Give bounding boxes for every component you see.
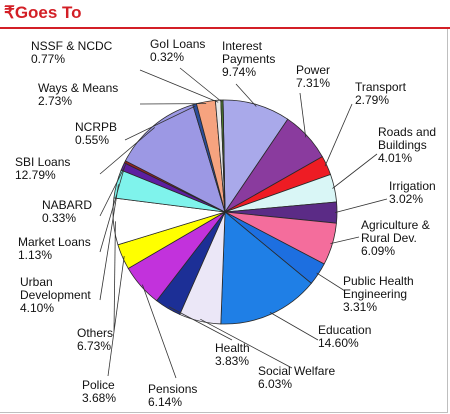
pie-value-agriculture-rural-dev: 6.09% — [361, 244, 395, 258]
pie-value-ways-means: 2.73% — [38, 94, 72, 108]
pie-label-education: Education 14.60% — [318, 323, 371, 350]
pie-value-nssf-ncdc: 0.77% — [31, 52, 65, 66]
leader-line-urban-development — [99, 184, 119, 301]
pie-label-nabard: NABARD 0.33% — [42, 198, 92, 225]
page-title: ₹Goes To — [4, 3, 82, 22]
leader-line-pensions — [142, 284, 177, 379]
leader-line-ncrpb — [124, 105, 196, 141]
leader-line-health — [168, 306, 233, 341]
pie-label-agriculture-rural-dev: Agriculture & Rural Dev. 6.09% — [361, 218, 430, 258]
leader-line-roads-and-buildings — [332, 153, 378, 189]
leader-line-nssf-ncdc — [139, 69, 219, 103]
leader-line-market-loans — [99, 167, 125, 253]
chart-frame — [0, 29, 448, 413]
pie-value-roads-and-buildings: 4.01% — [378, 151, 412, 165]
pie-label-health: Health 3.83% — [215, 341, 250, 368]
pie-labels: Interest Payments 9.74% Power 7.31% Transport… — [15, 37, 436, 409]
pie-label-police: Police 3.68% — [82, 378, 116, 405]
pie-value-irrigation: 3.02% — [389, 192, 423, 206]
pie-label-urban-development: Urban Development 4.10% — [20, 275, 91, 315]
pie-value-transport: 2.79% — [355, 93, 389, 107]
leader-line-transport — [324, 103, 353, 167]
pie-label-ncrpb: NCRPB 0.55% — [75, 120, 117, 147]
pie-value-nabard: 0.33% — [42, 211, 76, 225]
leader-line-goi-loans — [179, 67, 223, 103]
pie-value-market-loans: 1.13% — [18, 248, 52, 262]
pie-value-others: 6.73% — [77, 339, 111, 353]
pie-value-police: 3.68% — [82, 391, 116, 405]
leader-line-sbi-loans — [99, 127, 155, 175]
pie-label-roads-and-buildings: Roads and Buildings 4.01% — [378, 125, 436, 165]
pie-label-social-welfare: Social Welfare 6.03% — [258, 364, 335, 391]
pie-label-ways-means: Ways & Means 2.73% — [38, 81, 118, 108]
pie-label-market-loans: Market Loans 1.13% — [18, 235, 91, 262]
leader-line-nabard — [99, 162, 128, 217]
pie-label-irrigation: Irrigation 3.02% — [389, 179, 436, 206]
leader-line-irrigation — [334, 198, 388, 213]
leader-lines — [99, 67, 388, 379]
pie-value-pensions: 6.14% — [148, 395, 182, 409]
pie-slices — [112, 99, 338, 325]
pie-value-education: 14.60% — [318, 336, 359, 350]
leader-line-others — [113, 221, 116, 332]
pie-label-others: Others 6.73% — [77, 326, 113, 353]
pie-label-pensions: Pensions 6.14% — [148, 382, 197, 409]
leader-line-public-health-engineering — [316, 272, 346, 292]
pie-slice-education — [220, 211, 312, 325]
pie-value-urban-development: 4.10% — [20, 301, 54, 315]
pie-value-power: 7.31% — [296, 76, 330, 90]
pie-value-ncrpb: 0.55% — [75, 133, 109, 147]
pie-label-transport: Transport 2.79% — [355, 80, 407, 107]
pie-value-social-welfare: 6.03% — [258, 377, 292, 391]
pie-label-interest-payments: Interest Payments 9.74% — [222, 39, 275, 79]
pie-value-goi-loans: 0.32% — [150, 50, 184, 64]
pie-value-interest-payments: 9.74% — [222, 65, 256, 79]
leader-line-interest-payments — [235, 83, 257, 107]
pie-value-public-health-engineering: 3.31% — [343, 300, 377, 314]
pie-label-goi-loans: GoI Loans 0.32% — [150, 37, 205, 64]
leader-line-power — [299, 92, 307, 138]
title-rule — [0, 27, 450, 29]
pie-slice-others-unlabelled — [222, 100, 226, 213]
pie-value-health: 3.83% — [215, 354, 249, 368]
leader-line-social-welfare — [200, 318, 293, 369]
pie-label-power: Power 7.31% — [296, 63, 330, 90]
leader-line-education — [269, 312, 319, 341]
pie-value-sbi-loans: 12.79% — [15, 168, 56, 182]
pie-label-public-health-engineering: Public Health Engineering 3.31% — [343, 274, 414, 314]
pie-label-nssf-ncdc: NSSF & NCDC 0.77% — [31, 39, 113, 66]
leader-line-agriculture-rural-dev — [330, 236, 360, 244]
pie-label-sbi-loans: SBI Loans 12.79% — [15, 155, 70, 182]
leader-line-police — [107, 256, 125, 377]
